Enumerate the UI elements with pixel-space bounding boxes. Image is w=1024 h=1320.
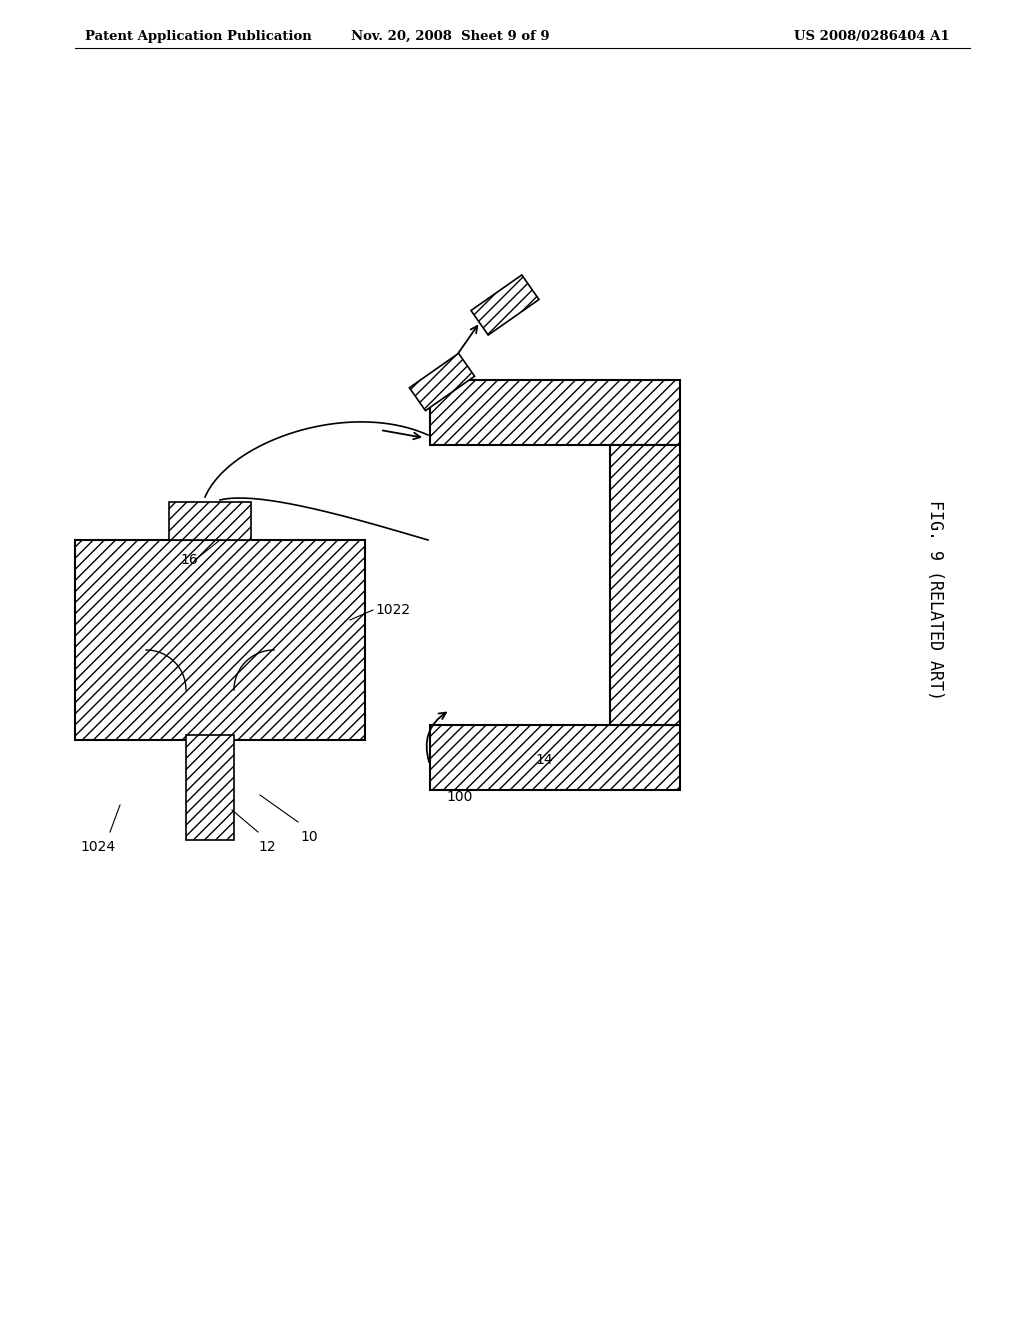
Text: Patent Application Publication: Patent Application Publication	[85, 30, 311, 44]
Bar	[169, 502, 251, 540]
Bar	[430, 380, 680, 445]
Text: Nov. 20, 2008  Sheet 9 of 9: Nov. 20, 2008 Sheet 9 of 9	[350, 30, 549, 44]
Polygon shape	[471, 275, 539, 335]
Polygon shape	[410, 354, 474, 411]
Text: 1024: 1024	[80, 840, 115, 854]
Text: 12: 12	[258, 840, 275, 854]
Bar	[430, 725, 680, 789]
Bar	[610, 445, 680, 725]
Text: FIG. 9 (RELATED ART): FIG. 9 (RELATED ART)	[926, 500, 944, 700]
Text: 1022: 1022	[375, 603, 411, 616]
Text: 10: 10	[300, 830, 317, 843]
Text: 100: 100	[446, 789, 473, 804]
Text: US 2008/0286404 A1: US 2008/0286404 A1	[795, 30, 950, 44]
Text: 16: 16	[180, 553, 198, 568]
Text: 14: 14	[535, 752, 553, 767]
Bar	[186, 735, 234, 840]
Bar	[75, 540, 365, 741]
